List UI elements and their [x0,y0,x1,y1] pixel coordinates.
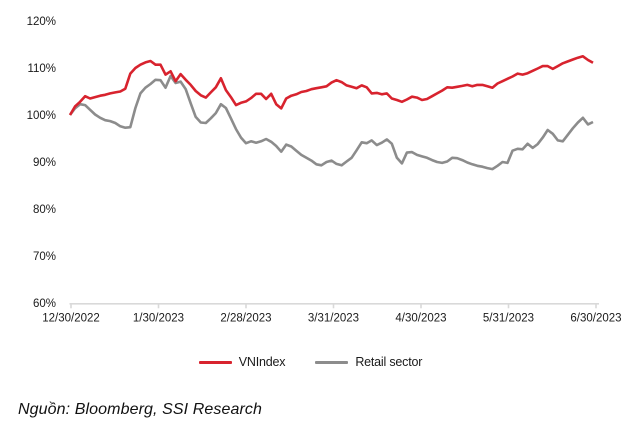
legend-item-retail-sector: Retail sector [315,355,422,369]
vnindex-line [68,54,594,116]
y-axis-tick-label: 60% [33,298,56,310]
x-axis-tick-label: 2/28/2023 [220,313,271,325]
y-axis-tick-label: 110% [27,63,56,75]
chart-canvas: 120% 110% 100% 90% 80% 70% 60% 12/30/2022 1/30/2… [27,16,621,325]
vnindex-line-swatch [198,360,232,364]
y-axis-tick-label: 100% [27,110,56,122]
legend-label-vnindex: VNIndex [238,355,286,369]
x-axis-tick-label: 5/31/2023 [483,313,534,325]
legend-item-vnindex: VNIndex [198,355,286,369]
source-note: Nguồn: Bloomberg, SSI Research [18,401,263,418]
x-axis-tick-label: 12/30/2022 [42,313,100,325]
retail-sector-line [68,74,594,171]
x-axis-tick-label: 4/30/2023 [395,313,446,325]
y-axis-tick-label: 90% [33,157,56,169]
y-axis-tick-label: 70% [33,251,56,263]
x-axis-tick-label: 1/30/2023 [133,313,184,325]
x-axis-tick-label: 6/30/2023 [570,313,621,325]
chart-legend: VNIndex Retail sector [0,351,621,373]
y-axis-tick-label: 120% [27,16,56,28]
x-axis-tick-label: 3/31/2023 [308,313,359,325]
performance-line-chart: 120% 110% 100% 90% 80% 70% 60% 12/30/2022 1/30/2… [27,16,621,325]
legend-label-retail-sector: Retail sector [355,355,423,369]
y-axis-tick-label: 80% [33,204,56,216]
retail-sector-line-swatch [315,360,349,364]
